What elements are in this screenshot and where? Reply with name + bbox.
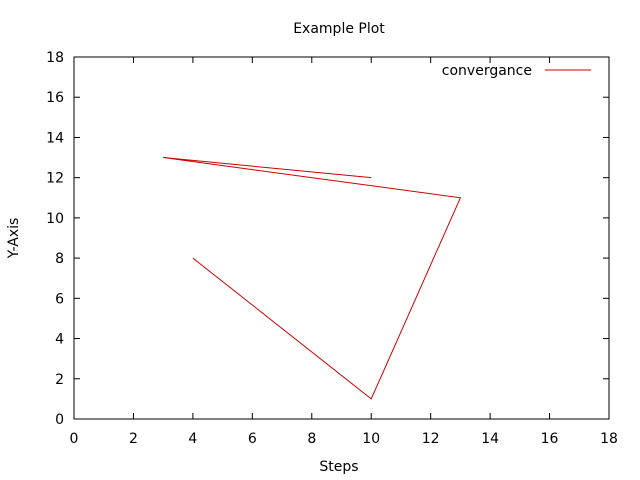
x-axis-ticks: 0 2 4 6 8 10 12 14 16 18 <box>70 57 618 447</box>
x-tick-label: 6 <box>248 431 257 447</box>
y-tick-label: 6 <box>55 291 64 307</box>
x-tick-label: 8 <box>307 431 316 447</box>
x-tick-label: 4 <box>188 431 197 447</box>
y-tick-label: 8 <box>55 251 64 267</box>
y-tick-label: 18 <box>46 50 64 66</box>
legend: convergance <box>442 63 591 79</box>
x-tick-label: 16 <box>541 431 559 447</box>
x-tick-label: 0 <box>70 431 79 447</box>
plot-frame <box>73 56 610 420</box>
series-line <box>163 157 462 400</box>
x-tick-label: 10 <box>362 431 380 447</box>
y-axis-label: Y-Axis <box>6 218 22 260</box>
y-tick-label: 14 <box>46 130 64 146</box>
x-axis-label: Steps <box>319 459 358 475</box>
y-tick-label: 12 <box>46 171 64 187</box>
y-tick-label: 16 <box>46 90 64 106</box>
legend-label: convergance <box>442 63 532 79</box>
y-axis-ticks: 0 2 4 6 8 10 12 14 16 18 <box>46 50 609 428</box>
x-tick-label: 18 <box>600 431 618 447</box>
x-tick-label: 14 <box>481 431 499 447</box>
y-tick-label: 4 <box>55 332 64 348</box>
series-layer <box>163 157 462 400</box>
y-tick-label: 0 <box>55 412 64 428</box>
y-tick-label: 10 <box>46 211 64 227</box>
chart-title: Example Plot <box>293 21 385 37</box>
x-tick-label: 12 <box>422 431 440 447</box>
x-tick-label: 2 <box>129 431 138 447</box>
y-tick-label: 2 <box>55 372 64 388</box>
